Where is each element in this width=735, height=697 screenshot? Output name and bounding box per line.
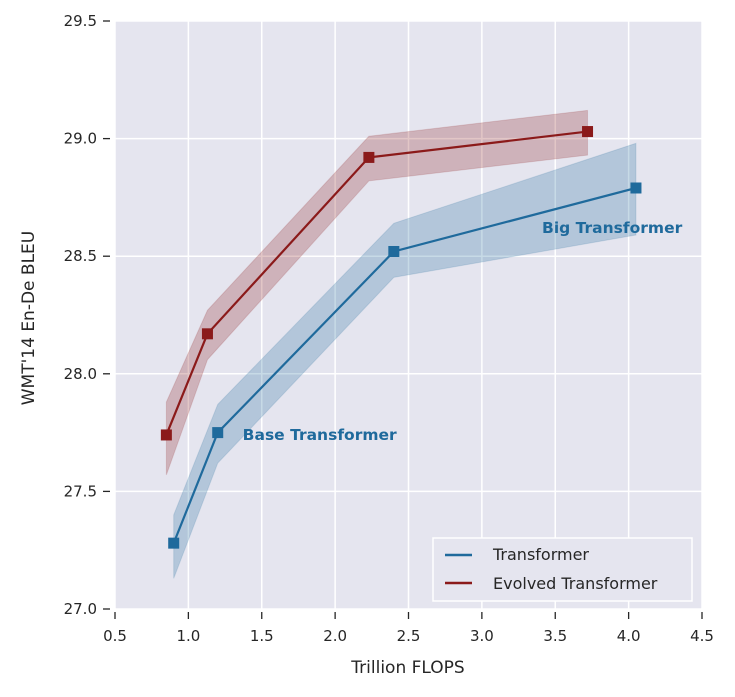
transformer-marker bbox=[168, 537, 180, 549]
transformer-band bbox=[173, 142, 637, 579]
legend-label-evolved-transformer: Evolved Transformer bbox=[493, 574, 658, 593]
series-markers bbox=[160, 126, 642, 549]
y-tick-label: 27.0 bbox=[64, 600, 97, 618]
legend: Transformer Evolved Transformer bbox=[432, 537, 693, 602]
y-tick-label: 29.0 bbox=[64, 130, 97, 148]
transformer-marker bbox=[630, 182, 642, 194]
annotation-big-transformer: Big Transformer bbox=[542, 219, 683, 237]
annotation-base-transformer: Base Transformer bbox=[243, 426, 397, 444]
legend-label-transformer: Transformer bbox=[492, 545, 589, 564]
annotations: Base Transformer Big Transformer bbox=[243, 219, 683, 444]
x-tick-label: 3.5 bbox=[543, 627, 567, 645]
y-tick-label: 28.5 bbox=[64, 247, 97, 265]
y-axis: 27.0 27.5 28.0 28.5 29.0 29.5 bbox=[64, 12, 110, 618]
series-lines bbox=[165, 130, 637, 544]
x-axis: 0.5 1.0 1.5 2.0 2.5 3.0 3.5 4.0 4.5 bbox=[103, 612, 714, 645]
evolved-transformer-marker bbox=[201, 328, 213, 340]
confidence-bands bbox=[165, 109, 637, 579]
y-tick-label: 29.5 bbox=[64, 12, 97, 30]
evolved-transformer-marker bbox=[363, 151, 375, 163]
x-tick-label: 4.5 bbox=[690, 627, 714, 645]
x-tick-label: 0.5 bbox=[103, 627, 127, 645]
x-tick-label: 4.0 bbox=[617, 627, 641, 645]
legend-box bbox=[432, 537, 693, 602]
grid-lines bbox=[114, 20, 703, 610]
evolved-transformer-marker bbox=[160, 429, 172, 441]
evolved-transformer-line bbox=[165, 130, 588, 436]
transformer-line bbox=[172, 186, 637, 544]
x-tick-label: 2.5 bbox=[397, 627, 421, 645]
transformer-marker bbox=[212, 427, 224, 439]
x-tick-label: 2.0 bbox=[323, 627, 347, 645]
x-tick-label: 1.0 bbox=[176, 627, 200, 645]
y-axis-title: WMT'14 En-De BLEU bbox=[19, 231, 39, 406]
x-axis-title: Trillion FLOPS bbox=[350, 658, 464, 678]
evolved-transformer-marker bbox=[582, 126, 594, 138]
y-tick-label: 28.0 bbox=[64, 365, 97, 383]
x-tick-label: 1.5 bbox=[250, 627, 274, 645]
transformer-marker bbox=[388, 245, 400, 257]
y-tick-label: 27.5 bbox=[64, 482, 97, 500]
evolved-transformer-band bbox=[165, 109, 589, 476]
x-tick-label: 3.0 bbox=[470, 627, 494, 645]
